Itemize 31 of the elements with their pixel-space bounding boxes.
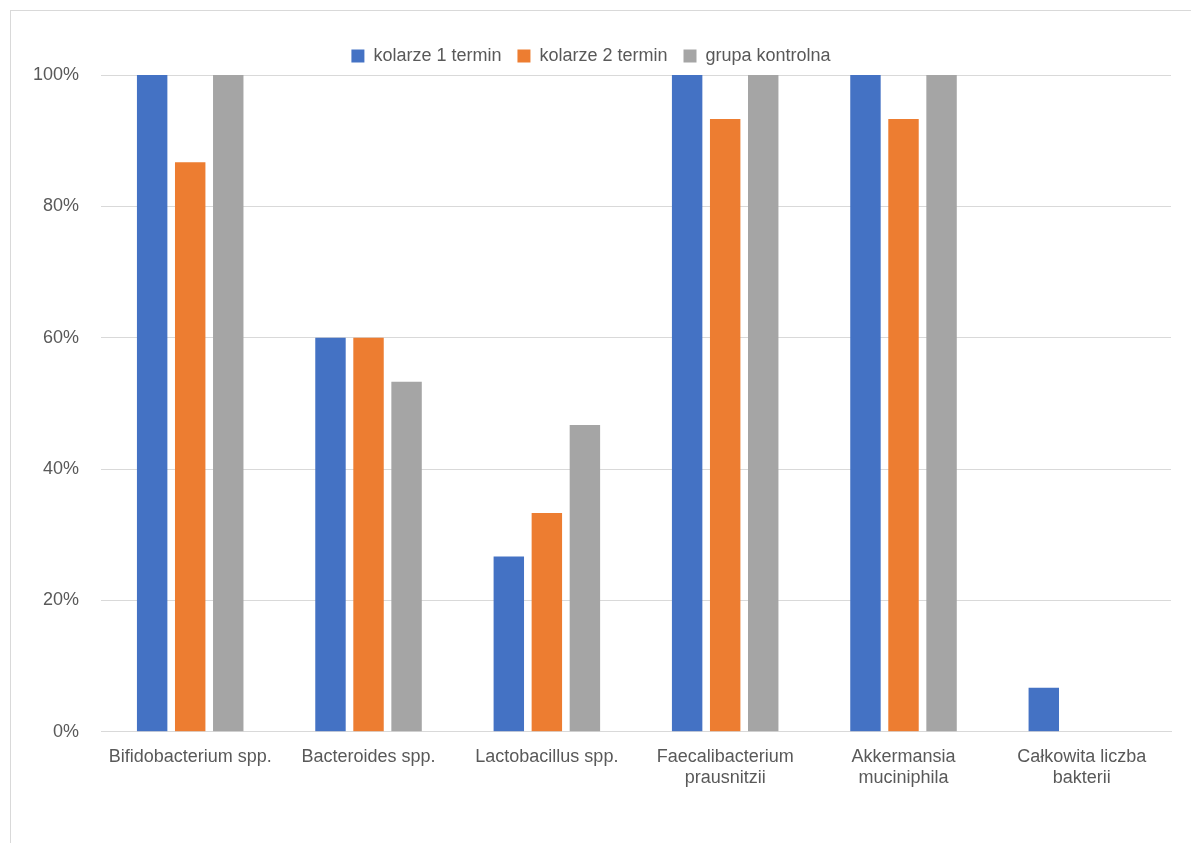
bar [1028,687,1060,732]
bar [213,75,244,732]
bar [569,425,601,732]
bar [748,75,779,732]
x-tick-label: Lactobacillus spp. [475,745,619,766]
bar [136,75,168,732]
bar [174,162,206,732]
y-tick-label: 100% [32,63,80,84]
x-tick-label: Całkowita liczba bakterii [1017,745,1148,788]
x-tick-label: Bacteroides spp. [301,745,436,766]
x-tick-label: Faecalibacterium prausnitzii [656,745,794,788]
bar [888,119,919,732]
legend-label: kolarze 2 termin [539,44,668,65]
y-tick-label: 60% [43,326,80,347]
y-tick-label: 20% [43,589,80,610]
y-tick-label: 80% [43,195,80,216]
bar [531,513,563,732]
bar [850,75,881,732]
y-tick-label: 40% [43,458,80,479]
bar [709,119,741,732]
x-tick-label: Akkermansia muciniphila [851,745,957,788]
bar [391,381,422,732]
bar [315,337,346,732]
legend-label: kolarze 1 termin [373,44,502,65]
x-tick-label: Bifidobacterium spp. [108,745,272,766]
legend-label: grupa kontrolna [705,44,832,65]
bar [493,556,525,732]
y-tick-label: 0% [53,720,80,741]
bar [671,75,703,732]
bar [926,75,957,732]
bar [353,337,384,732]
